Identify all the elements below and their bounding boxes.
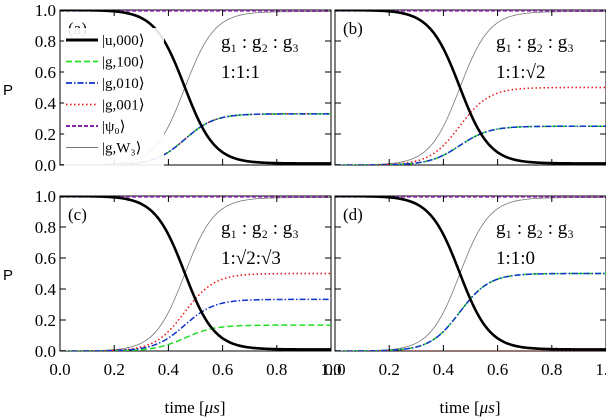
chart-panel-3: 0.0 0.2 0.4 0.6 0.8 1.0 (d) g₁ : g₂ : g₃ 1:1:0 <box>324 195 606 379</box>
series-line-|g,100⟩ <box>335 272 606 351</box>
x-tick-label: 0.4 <box>433 360 455 379</box>
curves <box>60 196 331 351</box>
x-tick-label: 0.0 <box>324 360 345 379</box>
panel-label: (c) <box>68 205 87 224</box>
x-axis-label-left-suffix: ] <box>220 398 226 417</box>
x-axis-label-left: time [μs] <box>165 398 226 417</box>
y-tick-label: 0.4 <box>35 280 57 299</box>
y-tick-label: 0.2 <box>35 125 56 144</box>
x-tick-label: 0.8 <box>266 360 287 379</box>
series-line-|g,100⟩ <box>335 125 606 165</box>
legend-label: |u,000⟩ <box>102 33 145 49</box>
legend-background <box>64 28 164 166</box>
series-line-|g,010⟩ <box>335 272 606 351</box>
x-tick-label: 0.0 <box>49 360 70 379</box>
y-axis-label-bottom: P <box>3 267 13 284</box>
curves <box>335 196 606 351</box>
panel-label: (d) <box>343 205 363 224</box>
x-axis-label-left-unit: μs <box>204 398 221 417</box>
panel-label: (b) <box>343 19 363 38</box>
legend-label: |ψ₀⟩ <box>102 119 125 135</box>
axis-labels: P P time [μs] time [μs] <box>3 82 500 417</box>
x-tick-label: 1.0 <box>595 360 606 379</box>
x-axis-label-right-suffix: ] <box>495 398 501 417</box>
panels: 0.00.20.40.60.81.0(a)g₁ : g₂ : g₃1:1:1(b… <box>35 1 606 379</box>
y-tick-label: 1.0 <box>35 187 56 206</box>
x-axis-label-right-prefix: time [ <box>440 398 480 417</box>
x-tick-label: 0.6 <box>487 360 508 379</box>
series-line-|u,000⟩ <box>60 10 331 165</box>
series-line-|u,000⟩ <box>60 196 331 351</box>
x-tick-label: 0.2 <box>379 360 400 379</box>
ratio-value: 1:1:1 <box>221 62 260 83</box>
x-tick-label: 0.6 <box>212 360 233 379</box>
ratio-title: g₁ : g₂ : g₃ <box>496 218 574 239</box>
ratio-title: g₁ : g₂ : g₃ <box>221 218 299 239</box>
series-line-|g,010⟩ <box>335 125 606 165</box>
series-line-|g,010⟩ <box>60 298 331 351</box>
y-tick-label: 0.8 <box>35 32 56 51</box>
y-tick-label: 0.6 <box>35 63 56 82</box>
series-line-|u,000⟩ <box>335 10 606 165</box>
y-tick-label: 0.2 <box>35 311 56 330</box>
x-tick-label: 0.2 <box>104 360 125 379</box>
y-tick-label: 0.4 <box>35 94 57 113</box>
x-axis-label-right-unit: μs <box>479 398 496 417</box>
y-axis-label-top: P <box>3 82 13 99</box>
series-line-|g,100⟩ <box>60 324 331 351</box>
x-axis-label-left-prefix: time [ <box>165 398 205 417</box>
y-tick-label: 0.0 <box>35 156 56 175</box>
ratio-value: 1:√2:√3 <box>221 248 281 269</box>
series-line-|g,001⟩ <box>60 272 331 351</box>
x-axis-label-right: time [μs] <box>440 398 501 417</box>
legend-label: |g,010⟩ <box>102 76 145 92</box>
ratio-value: 1:1:√2 <box>496 62 546 83</box>
series-line-|u,000⟩ <box>335 196 606 351</box>
legend-label: |g,100⟩ <box>102 55 145 71</box>
x-tick-label: 1.0 <box>320 360 341 379</box>
y-tick-label: 0.8 <box>35 218 56 237</box>
y-tick-label: 0.6 <box>35 249 56 268</box>
x-tick-label: 0.8 <box>541 360 562 379</box>
ratio-title: g₁ : g₂ : g₃ <box>496 32 574 53</box>
y-tick-label: 1.0 <box>35 1 56 20</box>
series-line-|g,010⟩ <box>60 113 331 165</box>
chart-panel-2: 0.0 0.2 0.4 0.6 0.8 1.00.00.20.40.60.81.0(c)g… <box>35 187 342 379</box>
ratio-value: 1:1:0 <box>496 248 535 269</box>
chart-panel-0: 0.00.20.40.60.81.0(a)g₁ : g₂ : g₃1:1:1 <box>35 1 332 175</box>
y-tick-label: 0.0 <box>35 342 56 361</box>
ratio-title: g₁ : g₂ : g₃ <box>221 32 299 53</box>
chart-panel-1: (b) g₁ : g₂ : g₃ 1:1:√2 <box>334 9 606 166</box>
legend-label: |g,001⟩ <box>102 98 145 114</box>
legend-label: |g,W₃⟩ <box>102 141 142 157</box>
curves <box>335 10 606 165</box>
legend: |u,000⟩ |g,100⟩ |g,010⟩ |g,001⟩ |ψ₀⟩ |g,W₃⟩ <box>64 28 164 166</box>
x-tick-label: 0.4 <box>158 360 180 379</box>
